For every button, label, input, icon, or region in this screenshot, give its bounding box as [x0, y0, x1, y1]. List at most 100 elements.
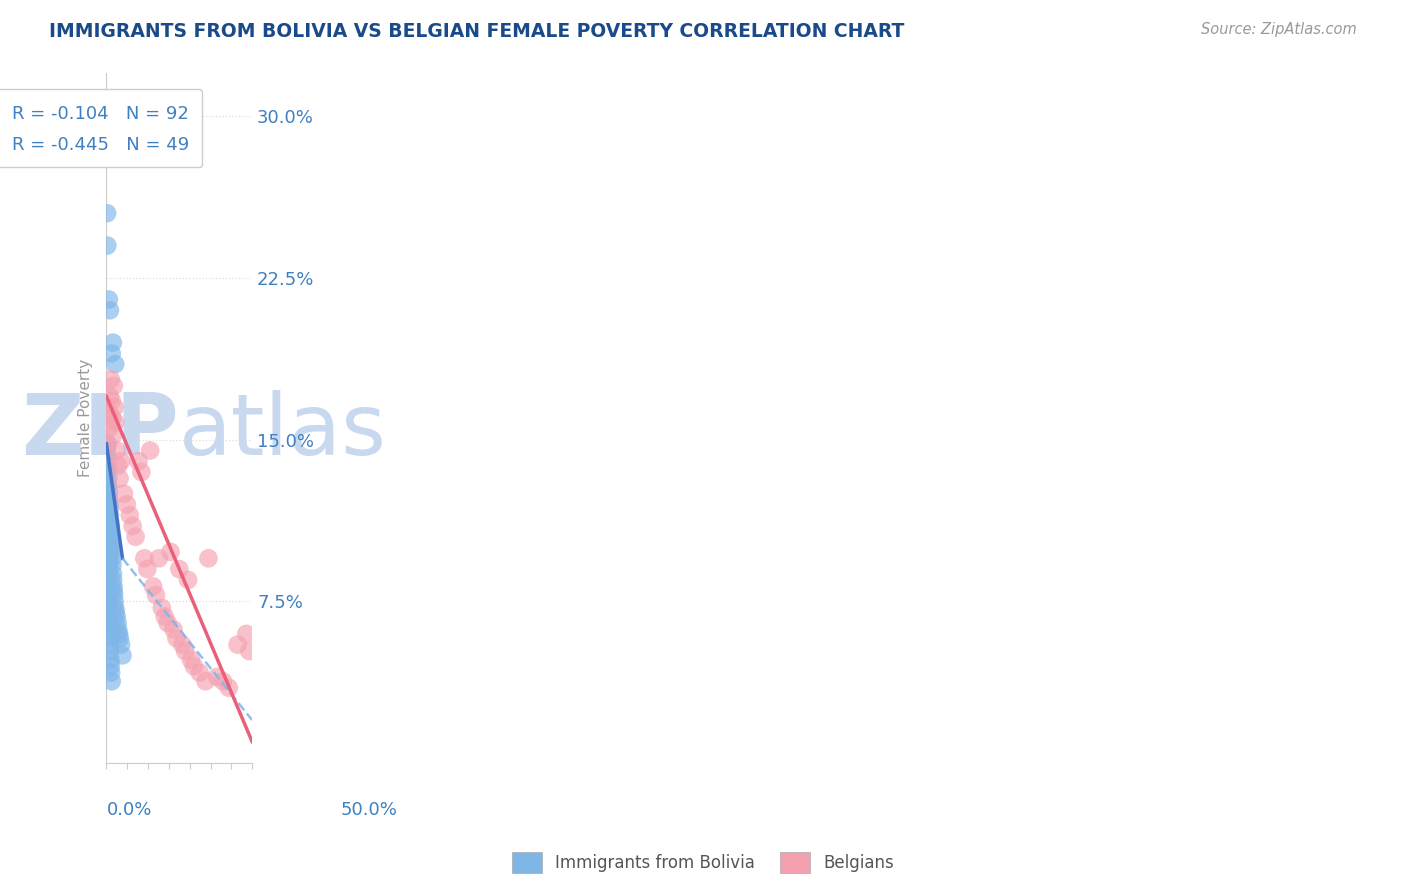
Point: [97, 471, 120, 485]
Point: [124, 530, 146, 544]
Point: [177, 573, 200, 587]
Point: [100, 519, 122, 533]
Point: [108, 631, 131, 645]
Point: [194, 674, 217, 689]
Text: IMMIGRANTS FROM BOLIVIA VS BELGIAN FEMALE POVERTY CORRELATION CHART: IMMIGRANTS FROM BOLIVIA VS BELGIAN FEMAL…: [49, 22, 904, 41]
Point: [98, 493, 121, 508]
Point: [100, 393, 122, 408]
Point: [111, 648, 134, 663]
Point: [101, 411, 124, 425]
Point: [97, 579, 120, 593]
Point: [104, 416, 127, 430]
Point: [100, 372, 122, 386]
Point: [104, 601, 127, 615]
Point: [110, 454, 132, 468]
Point: [97, 523, 120, 537]
Point: [121, 519, 143, 533]
Point: [107, 458, 129, 473]
Point: [197, 551, 219, 566]
Point: [108, 627, 131, 641]
Point: [139, 443, 162, 458]
Point: [96, 558, 118, 572]
Legend: Immigrants from Bolivia, Belgians: Immigrants from Bolivia, Belgians: [505, 846, 901, 880]
Point: [153, 609, 176, 624]
Point: [226, 638, 249, 652]
Point: [98, 497, 121, 511]
Point: [97, 480, 120, 494]
Point: [218, 681, 240, 695]
Point: [101, 558, 124, 572]
Point: [101, 335, 124, 350]
Point: [104, 401, 127, 415]
Point: [101, 573, 124, 587]
Point: [100, 536, 122, 550]
Point: [98, 631, 121, 645]
Point: [96, 475, 118, 490]
Text: Source: ZipAtlas.com: Source: ZipAtlas.com: [1201, 22, 1357, 37]
Point: [98, 638, 121, 652]
Point: [97, 465, 120, 479]
Point: [100, 346, 122, 360]
Point: [98, 515, 121, 529]
Point: [159, 545, 181, 559]
Point: [98, 508, 121, 523]
Point: [100, 665, 122, 680]
Point: [101, 545, 124, 559]
Point: [134, 551, 156, 566]
Point: [104, 605, 127, 619]
Point: [97, 558, 120, 572]
Point: [136, 562, 159, 576]
Point: [101, 566, 124, 581]
Point: [96, 501, 118, 516]
Point: [156, 615, 179, 630]
Point: [107, 623, 129, 637]
Point: [105, 609, 128, 624]
Point: [97, 519, 120, 533]
Point: [100, 541, 122, 555]
Point: [174, 644, 197, 658]
Point: [96, 530, 118, 544]
Point: [165, 631, 187, 645]
Point: [98, 390, 121, 404]
Point: [97, 497, 120, 511]
Point: [96, 588, 118, 602]
Point: [96, 573, 118, 587]
Point: [108, 471, 131, 485]
Point: [150, 601, 173, 615]
Point: [97, 530, 120, 544]
Point: [238, 644, 260, 658]
Point: [96, 238, 118, 252]
Point: [97, 515, 120, 529]
Point: [96, 206, 118, 220]
Point: [97, 545, 120, 559]
Point: [98, 551, 121, 566]
Point: [100, 523, 122, 537]
Point: [97, 566, 120, 581]
Point: [97, 437, 120, 451]
Point: [97, 501, 120, 516]
Text: 50.0%: 50.0%: [340, 801, 398, 819]
Y-axis label: Female Poverty: Female Poverty: [79, 359, 93, 477]
Point: [96, 508, 118, 523]
Point: [96, 450, 118, 464]
Point: [98, 644, 121, 658]
Point: [172, 638, 194, 652]
Point: [212, 674, 235, 689]
Point: [105, 443, 128, 458]
Point: [96, 493, 118, 508]
Point: [100, 530, 122, 544]
Point: [107, 615, 129, 630]
Point: [205, 670, 228, 684]
Point: [145, 588, 167, 602]
Point: [96, 515, 118, 529]
Point: [100, 653, 122, 667]
Text: ZIP: ZIP: [21, 391, 180, 474]
Point: [98, 623, 121, 637]
Point: [103, 588, 125, 602]
Point: [180, 653, 202, 667]
Point: [96, 523, 118, 537]
Point: [98, 523, 121, 537]
Point: [96, 465, 118, 479]
Point: [97, 609, 120, 624]
Point: [98, 627, 121, 641]
